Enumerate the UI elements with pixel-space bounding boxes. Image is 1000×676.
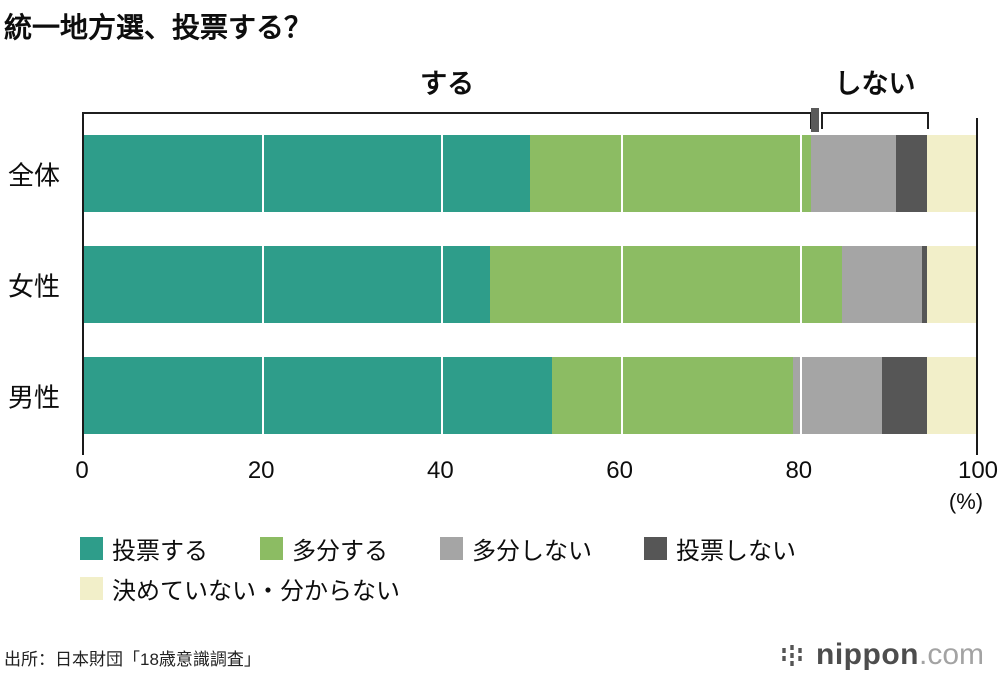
legend-label: 多分しない [472, 538, 592, 565]
legend-item: 多分する [260, 531, 388, 566]
x-tick-label: 40 [427, 457, 454, 484]
bracket-label: する [420, 69, 475, 99]
legend-swatch [644, 537, 667, 560]
bracket-label: しない [834, 69, 916, 99]
x-tick-label: 20 [247, 457, 275, 484]
bar-segment [882, 357, 927, 434]
bar-segment [842, 246, 923, 323]
category-label: 女性 [8, 271, 61, 301]
bar-segment [926, 357, 976, 434]
plot-area [82, 118, 978, 455]
legend-row-2: 決めていない・分からない [80, 571, 400, 606]
x-tick-label: 60 [606, 457, 633, 484]
x-tick-label: 80 [785, 457, 813, 484]
legend-label: 投票しない [676, 538, 796, 565]
x-axis-unit: (%) [948, 489, 984, 514]
bar-segment [84, 357, 553, 434]
bar-segment [84, 135, 530, 212]
legend-swatch [260, 537, 283, 560]
gridline [262, 118, 265, 455]
legend-item: 決めていない・分からない [80, 571, 400, 606]
bar-segment [793, 357, 883, 434]
nippon-com-logo: nippon.com [779, 638, 984, 672]
bar-segment [926, 246, 976, 323]
legend-item: 投票する [80, 531, 208, 566]
page-title: 統一地方選、投票する？ [4, 12, 313, 43]
stacked-bar-3 [84, 357, 976, 434]
bar-segment [922, 246, 927, 323]
logo-com-suffix: .com [918, 638, 984, 671]
gridline [799, 118, 802, 455]
gridline [620, 118, 623, 455]
legend-row-1: 投票する 多分する 多分しない 投票しない [80, 531, 796, 566]
legend-swatch [80, 537, 103, 560]
gridline [441, 118, 444, 455]
stacked-bar-2 [84, 246, 976, 323]
legend-label: 投票する [112, 538, 208, 565]
bar-segment [926, 135, 976, 212]
bar-segment [810, 135, 896, 212]
category-label: 男性 [8, 382, 61, 412]
x-tick-label: 100 [957, 457, 999, 484]
legend-item: 投票しない [644, 531, 796, 566]
legend-swatch [440, 537, 463, 560]
bar-segment [84, 246, 490, 323]
bar-segment [552, 357, 794, 434]
x-tick-label: 0 [75, 457, 89, 484]
legend-item: 多分しない [440, 531, 592, 566]
nippon-bars-icon [782, 645, 802, 666]
source-note: 出所：日本財団「18歳意識調査」 [4, 650, 261, 669]
logo-text: nippon.com [816, 638, 984, 672]
bar-segment [489, 246, 843, 323]
logo-nippon: nippon [816, 638, 919, 671]
stacked-bar-1 [84, 135, 976, 212]
legend-swatch [80, 577, 103, 600]
bar-segment [895, 135, 927, 212]
category-label: 全体 [8, 160, 61, 190]
legend-label: 決めていない・分からない [112, 578, 400, 605]
bar-segment [530, 135, 811, 212]
legend-label: 多分する [292, 538, 388, 565]
